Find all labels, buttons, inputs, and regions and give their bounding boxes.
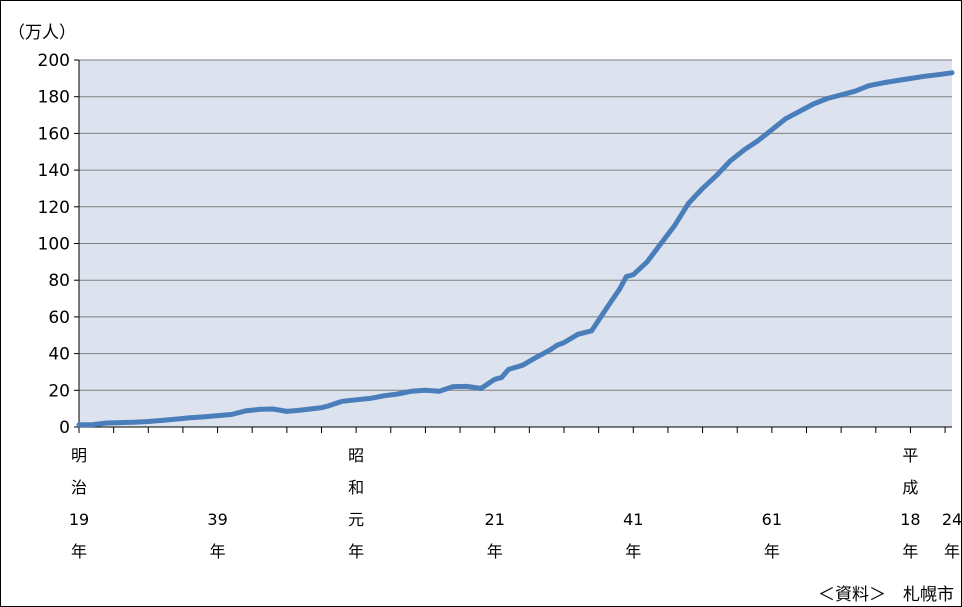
x-tick-label: 年 [71,542,87,561]
y-tick-label: 160 [38,124,70,144]
y-tick-label: 40 [48,345,70,365]
x-tick-label: 成 [902,478,918,497]
x-tick-label: 年 [625,542,641,561]
x-tick-label: 昭 [348,446,364,465]
x-tick-label: 年 [764,542,780,561]
y-tick-label: 140 [38,161,70,181]
x-tick-label: 治 [71,478,87,497]
x-tick-label: 19 [69,510,89,529]
y-tick-label: 60 [48,308,70,328]
x-tick-label: 年 [944,542,960,561]
y-tick-label: 100 [38,235,70,255]
x-tick-label: 18 [900,510,920,529]
y-unit-label: （万人） [8,23,76,43]
x-tick-label: 和 [348,478,364,497]
x-tick-label: 年 [210,542,226,561]
y-tick-label: 200 [38,51,70,71]
y-tick-label: 80 [48,271,70,291]
source-label: ＜資料＞ 札幌市 [818,585,954,605]
x-tick-label: 61 [762,510,782,529]
x-tick-label: 元 [348,510,364,529]
x-tick-label: 39 [207,510,227,529]
x-tick-label: 年 [348,542,364,561]
x-tick-label: 41 [623,510,643,529]
y-tick-label: 0 [59,418,70,438]
x-tick-label: 年 [487,542,503,561]
x-tick-label: 明 [71,446,87,465]
x-tick-label: 24 [942,510,962,529]
x-tick-label: 平 [902,446,918,465]
y-tick-label: 120 [38,198,70,218]
x-tick-label: 年 [902,542,918,561]
y-tick-label: 180 [38,88,70,108]
y-tick-label: 20 [48,381,70,401]
population-series-line [76,70,955,428]
x-tick-label: 21 [485,510,505,529]
